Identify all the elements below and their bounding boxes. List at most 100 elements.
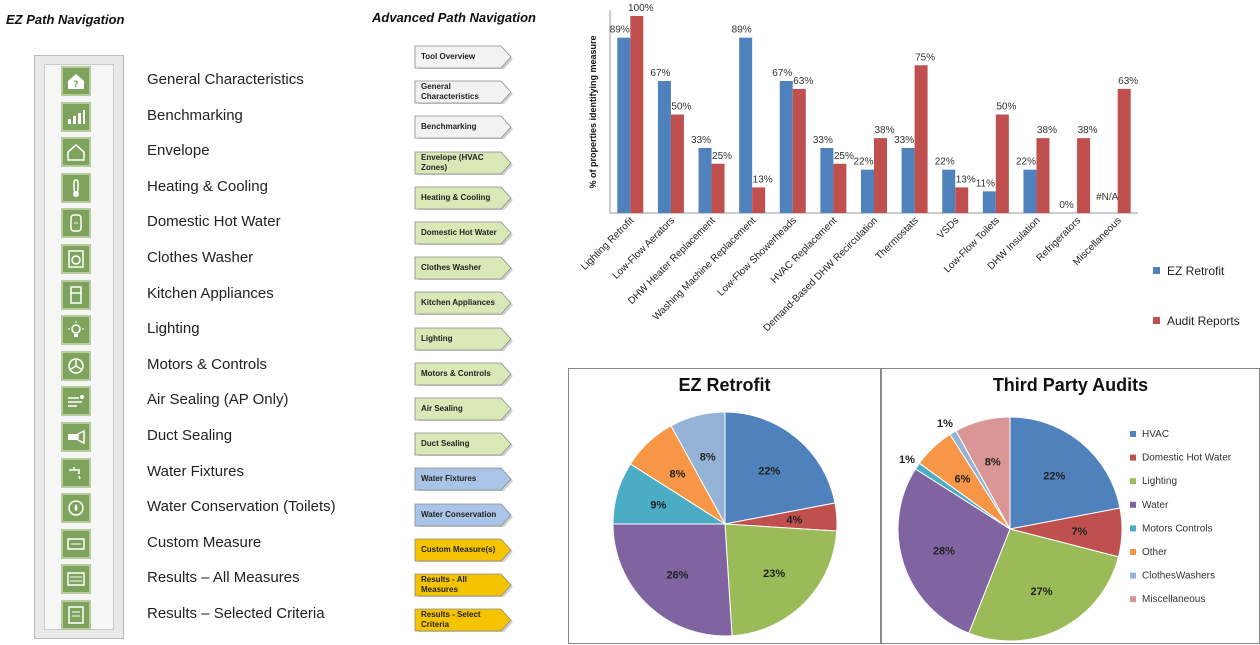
advanced-path-title: Advanced Path Navigation: [372, 10, 536, 25]
ez-nav-label[interactable]: Domestic Hot Water: [147, 213, 281, 231]
advanced-nav-arrow-2[interactable]: Benchmarking: [414, 115, 517, 143]
bar-data-label: 11%: [976, 178, 995, 189]
ez-nav-button-13[interactable]: [61, 528, 91, 559]
ez-nav-label[interactable]: Custom Measure: [147, 533, 262, 551]
advanced-nav-label: Envelope (HVAC Zones): [421, 152, 484, 172]
ez-nav-label[interactable]: Clothes Washer: [147, 249, 254, 266]
air-flow-icon: [68, 395, 84, 408]
ez-nav-label[interactable]: Envelope: [147, 142, 210, 160]
advanced-nav-arrow-3[interactable]: Envelope (HVAC Zones): [414, 151, 517, 179]
advanced-nav-arrow-7[interactable]: Kitchen Appliances: [414, 291, 517, 319]
ez-nav-label[interactable]: Results – Selected Criteria: [147, 605, 325, 622]
ez-nav-label[interactable]: Kitchen Appliances: [147, 284, 274, 302]
ez-nav-button-9[interactable]: [61, 386, 91, 417]
ez-nav-button-1[interactable]: [61, 101, 91, 132]
advanced-nav-arrow-11[interactable]: Duct Sealing: [414, 432, 517, 460]
advanced-nav-arrow-14[interactable]: Custom Measure(s): [414, 538, 517, 566]
bar-chart-svg: % of properties identifying measureLight…: [579, 3, 1240, 334]
pie-data-label: 8%: [670, 468, 686, 480]
house-question-icon: ?: [68, 74, 84, 90]
advanced-nav-label: Duct Sealing: [421, 439, 470, 449]
advanced-nav-arrow-6[interactable]: Clothes Washer: [414, 256, 517, 284]
bar-data-label: 33%: [894, 135, 914, 146]
advanced-nav-arrow-9[interactable]: Motors & Controls: [414, 362, 517, 390]
ez-nav-label[interactable]: Results – All Measures: [147, 569, 300, 587]
pie-legend-swatch: [1130, 549, 1136, 555]
advanced-nav-arrow-8[interactable]: Lighting: [414, 327, 517, 355]
ez-nav-button-12[interactable]: [61, 493, 91, 524]
ez-nav-button-15[interactable]: [61, 600, 91, 630]
ez-nav-label[interactable]: Motors & Controls: [147, 355, 268, 373]
light-bulb-icon: [68, 321, 84, 338]
ez-nav-button-7[interactable]: [61, 315, 91, 346]
ez-nav-label[interactable]: Lighting: [147, 320, 200, 338]
legend-swatch: [1153, 317, 1160, 324]
advanced-nav-label: Domestic Hot Water: [421, 228, 497, 237]
advanced-nav-arrow-16[interactable]: Results - Select Criteria: [414, 608, 517, 636]
advanced-nav-arrow-13[interactable]: Water Conservation: [414, 503, 517, 531]
advanced-nav-arrow-5[interactable]: Domestic Hot Water: [414, 221, 517, 249]
bar-ez-retrofit: [861, 169, 874, 213]
advanced-nav-label: Tool Overview: [421, 52, 476, 61]
bar-ez-retrofit: [739, 37, 753, 213]
results-selected-icon: [68, 606, 84, 624]
pie-legend-label: Motors Controls: [1142, 523, 1213, 534]
pie-title: Third Party Audits: [992, 375, 1149, 395]
advanced-nav-arrow-0[interactable]: Tool Overview: [414, 45, 517, 73]
ez-nav-button-6[interactable]: [61, 279, 91, 310]
pie-data-label: 26%: [666, 570, 688, 582]
advanced-nav-label: Results - Select Criteria: [421, 610, 481, 630]
pie-chart-ez-retrofit: EZ Retrofit 22% 4% 23% 26% 9% 8% 8%: [568, 368, 881, 644]
bar-data-label: 50%: [671, 102, 691, 113]
ez-nav-label[interactable]: Air Sealing (AP Only): [147, 391, 289, 409]
ez-nav-button-4[interactable]: [61, 208, 91, 239]
ez-nav-label[interactable]: Benchmarking: [147, 106, 243, 124]
ez-nav-button-8[interactable]: [61, 350, 91, 381]
washing-machine-icon: [68, 250, 84, 268]
results-all-icon: [67, 572, 85, 587]
bar-data-label: 38%: [1037, 125, 1057, 136]
advanced-nav-arrow-1[interactable]: General Characteristics: [414, 80, 517, 108]
ez-nav-button-14[interactable]: [61, 564, 91, 595]
ez-nav-label[interactable]: Water Conservation (Toilets): [147, 498, 336, 516]
ez-nav-button-3[interactable]: [61, 172, 91, 203]
house-outline-icon: [67, 144, 85, 161]
ez-nav-button-10[interactable]: [61, 422, 91, 452]
svg-text:?: ?: [73, 80, 78, 90]
bar-ez-retrofit: [779, 81, 793, 213]
advanced-nav-arrow-15[interactable]: Results - All Measures: [414, 573, 517, 601]
ez-icon-sidebar: ?: [34, 55, 124, 639]
bar-data-label: 38%: [874, 125, 894, 136]
pie-legend-label: Domestic Hot Water: [1142, 453, 1232, 464]
ez-path-title: EZ Path Navigation: [6, 12, 125, 27]
bar-ez-retrofit: [901, 147, 915, 213]
pie-legend-swatch: [1130, 572, 1136, 579]
pie-data-label: 1%: [937, 418, 953, 430]
advanced-nav-label: Kitchen Appliances: [421, 298, 495, 308]
ez-nav-label[interactable]: Heating & Cooling: [147, 177, 268, 195]
bar-data-label: 33%: [813, 135, 833, 146]
advanced-nav-arrow-12[interactable]: Water Fixtures: [414, 467, 517, 495]
advanced-nav-label: Air Sealing: [421, 404, 463, 413]
bar-data-label: 89%: [732, 25, 752, 36]
pie-legend-swatch: [1130, 431, 1136, 437]
pie-data-label: 23%: [763, 568, 785, 580]
ez-nav-button-0[interactable]: ?: [61, 66, 91, 96]
fan-icon: [68, 358, 84, 374]
bar-ez-retrofit: [820, 147, 834, 213]
bar-data-label: 63%: [793, 76, 813, 87]
bar-data-label: 33%: [691, 135, 711, 146]
bar-data-label: 25%: [712, 151, 732, 162]
advanced-nav-label: Clothes Washer: [421, 263, 482, 273]
pie-slice-hvac: [724, 411, 836, 525]
ez-nav-label[interactable]: General Characteristics: [147, 71, 304, 88]
ez-nav-label[interactable]: Water Fixtures: [147, 462, 244, 480]
ez-nav-button-2[interactable]: [61, 137, 91, 168]
pie-legend-label: Lighting: [1142, 476, 1177, 487]
ez-nav-button-11[interactable]: [61, 457, 91, 488]
ez-nav-button-5[interactable]: [61, 244, 91, 274]
advanced-nav-label: Results - All Measures: [421, 575, 467, 594]
advanced-nav-arrow-4[interactable]: Heating & Cooling: [414, 186, 517, 214]
ez-nav-label[interactable]: Duct Sealing: [147, 427, 233, 444]
advanced-nav-arrow-10[interactable]: Air Sealing: [414, 397, 517, 425]
